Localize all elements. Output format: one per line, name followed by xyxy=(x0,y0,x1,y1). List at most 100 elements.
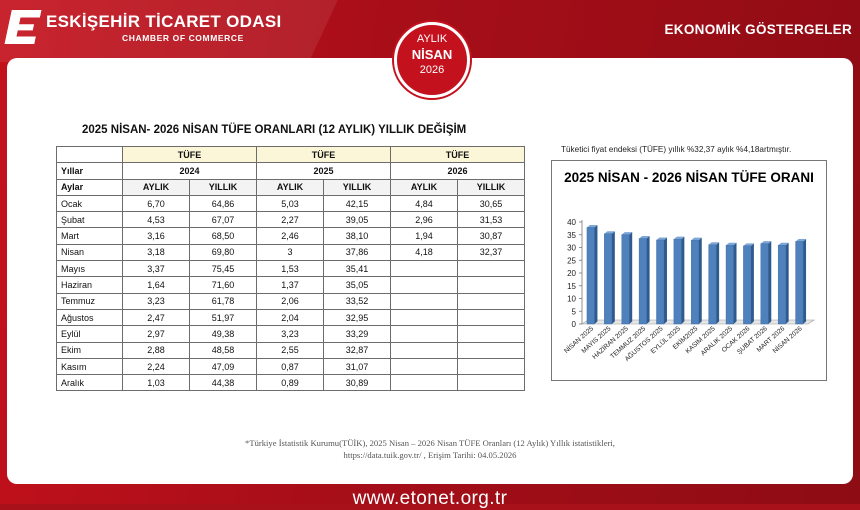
org-title: ESKİŞEHİR TİCARET ODASI xyxy=(46,11,282,31)
value-cell: 30,89 xyxy=(323,374,391,392)
group-label-2025: TÜFE xyxy=(256,145,391,164)
y-tick-label: 15 xyxy=(567,282,576,291)
summary-note: Tüketici fiyat endeksi (TÜFE) yıllık %32… xyxy=(561,145,792,154)
value-cell: 71,60 xyxy=(189,276,257,294)
value-cell: 35,41 xyxy=(323,260,391,278)
value-cell: 4,53 xyxy=(122,211,190,229)
value-cell: 3,18 xyxy=(122,243,190,262)
value-cell: 3,37 xyxy=(122,260,190,278)
sub-header-yillik: YILLIK xyxy=(457,178,525,196)
value-cell: 31,07 xyxy=(323,357,391,376)
value-cell: 35,05 xyxy=(323,276,391,294)
value-cell: 30,87 xyxy=(457,227,525,245)
bar-side xyxy=(698,237,702,324)
table-row: Şubat 4,53 67,07 2,27 39,05 2,96 31,53 xyxy=(56,211,525,229)
value-cell xyxy=(390,292,458,310)
y-tick-label: 20 xyxy=(567,269,576,278)
bar-top xyxy=(778,242,789,246)
value-cell xyxy=(457,357,525,376)
month-cell: Temmuz xyxy=(56,292,123,310)
bar-side xyxy=(663,237,667,324)
value-cell: 3,16 xyxy=(122,227,190,245)
value-cell: 2,46 xyxy=(256,227,324,245)
value-cell: 2,24 xyxy=(122,357,190,376)
value-cell: 75,45 xyxy=(189,260,257,278)
month-cell: Ocak xyxy=(56,194,123,213)
bar xyxy=(604,233,613,325)
value-cell: 2,88 xyxy=(122,341,190,359)
footnote-line-2: https://data.tuik.gov.tr/ , Erişim Tarih… xyxy=(343,449,517,460)
value-cell: 48,58 xyxy=(189,341,257,359)
bar-top xyxy=(604,231,615,234)
value-cell: 49,38 xyxy=(189,325,257,343)
value-cell: 32,37 xyxy=(457,243,525,262)
value-cell xyxy=(390,341,458,359)
footnote-line-1: *Türkiye İstatistik Kurumu(TÜİK), 2025 N… xyxy=(245,438,615,448)
sub-header-aylik: AYLIK xyxy=(256,178,324,196)
row-label-years: Yıllar xyxy=(56,162,123,180)
value-cell: 4,18 xyxy=(390,243,458,262)
bar-side xyxy=(768,241,772,324)
value-cell: 42,15 xyxy=(323,194,391,213)
bar-top xyxy=(795,238,807,242)
y-tick-label: 30 xyxy=(567,244,576,253)
bar xyxy=(621,234,630,325)
value-cell: 5,03 xyxy=(256,194,324,213)
chart-title: 2025 NİSAN - 2026 NİSAN TÜFE ORANI xyxy=(564,170,814,185)
value-cell: 32,95 xyxy=(323,308,391,327)
value-cell xyxy=(390,374,458,392)
bar-side xyxy=(716,242,720,324)
bar-side xyxy=(629,232,633,324)
y-tick-label: 10 xyxy=(567,295,576,304)
value-cell: 51,97 xyxy=(189,308,257,327)
value-cell xyxy=(390,260,458,278)
value-cell: 44,38 xyxy=(189,374,257,392)
logo-mark-icon xyxy=(4,10,41,44)
bar-side xyxy=(750,243,754,324)
value-cell xyxy=(457,325,525,343)
value-cell: 30,65 xyxy=(457,194,525,213)
value-cell: 2,04 xyxy=(256,308,324,327)
bar xyxy=(586,227,595,325)
value-cell: 32,87 xyxy=(323,341,391,359)
chart-container: 2025 NİSAN - 2026 NİSAN TÜFE ORANI 0 5 10 1… xyxy=(551,160,827,381)
bar-side xyxy=(611,231,615,324)
badge-line-2: NİSAN xyxy=(411,47,453,62)
value-cell xyxy=(457,341,525,359)
bar xyxy=(691,239,699,325)
bar-side xyxy=(803,238,807,324)
bar xyxy=(760,243,769,325)
month-cell: Ekim xyxy=(56,341,123,359)
table-row: Haziran 1,64 71,60 1,37 35,05 xyxy=(56,276,525,294)
bar-top xyxy=(621,232,633,235)
value-cell: 2,96 xyxy=(390,211,458,229)
table-sub-header: Aylar AYLIK YILLIK AYLIK YILLIK AYLIK YI… xyxy=(56,178,525,196)
value-cell xyxy=(457,276,525,294)
bar xyxy=(743,245,752,325)
month-cell: Aralık xyxy=(56,374,123,392)
month-cell: Ağustos xyxy=(56,308,123,327)
value-cell: 1,64 xyxy=(122,276,190,294)
y-tick-label: 0 xyxy=(572,320,577,329)
footer-url[interactable]: www.etonet.org.tr xyxy=(352,488,508,509)
month-cell: Haziran xyxy=(56,276,123,294)
value-cell: 1,94 xyxy=(390,227,458,245)
group-label-2024: TÜFE xyxy=(122,145,257,164)
table-row: Mart 3,16 68,50 2,46 38,10 1,94 30,87 xyxy=(56,227,525,245)
value-cell: 31,53 xyxy=(457,211,525,229)
value-cell xyxy=(457,260,525,278)
org-subtitle: CHAMBER OF COMMERCE xyxy=(122,32,244,43)
year-2026: 2026 xyxy=(390,162,525,180)
period-badge: AYLIK NİSAN 2026 xyxy=(394,22,470,98)
bar xyxy=(725,245,734,325)
table-row: Ocak 6,70 64,86 5,03 42,15 4,84 30,65 xyxy=(56,194,525,213)
value-cell: 33,52 xyxy=(323,292,391,310)
table-row: Aralık 1,03 44,38 0,89 30,89 xyxy=(56,374,525,392)
value-cell: 67,07 xyxy=(189,211,257,229)
value-cell: 1,37 xyxy=(256,276,324,294)
value-cell xyxy=(390,325,458,343)
row-label-type: Aylar xyxy=(56,178,123,196)
sub-header-yillik: YILLIK xyxy=(189,178,257,196)
inflation-table: TÜFE TÜFE TÜFE Yıllar 2024 2025 2026 Ayl… xyxy=(56,145,525,392)
value-cell: 2,55 xyxy=(256,341,324,359)
